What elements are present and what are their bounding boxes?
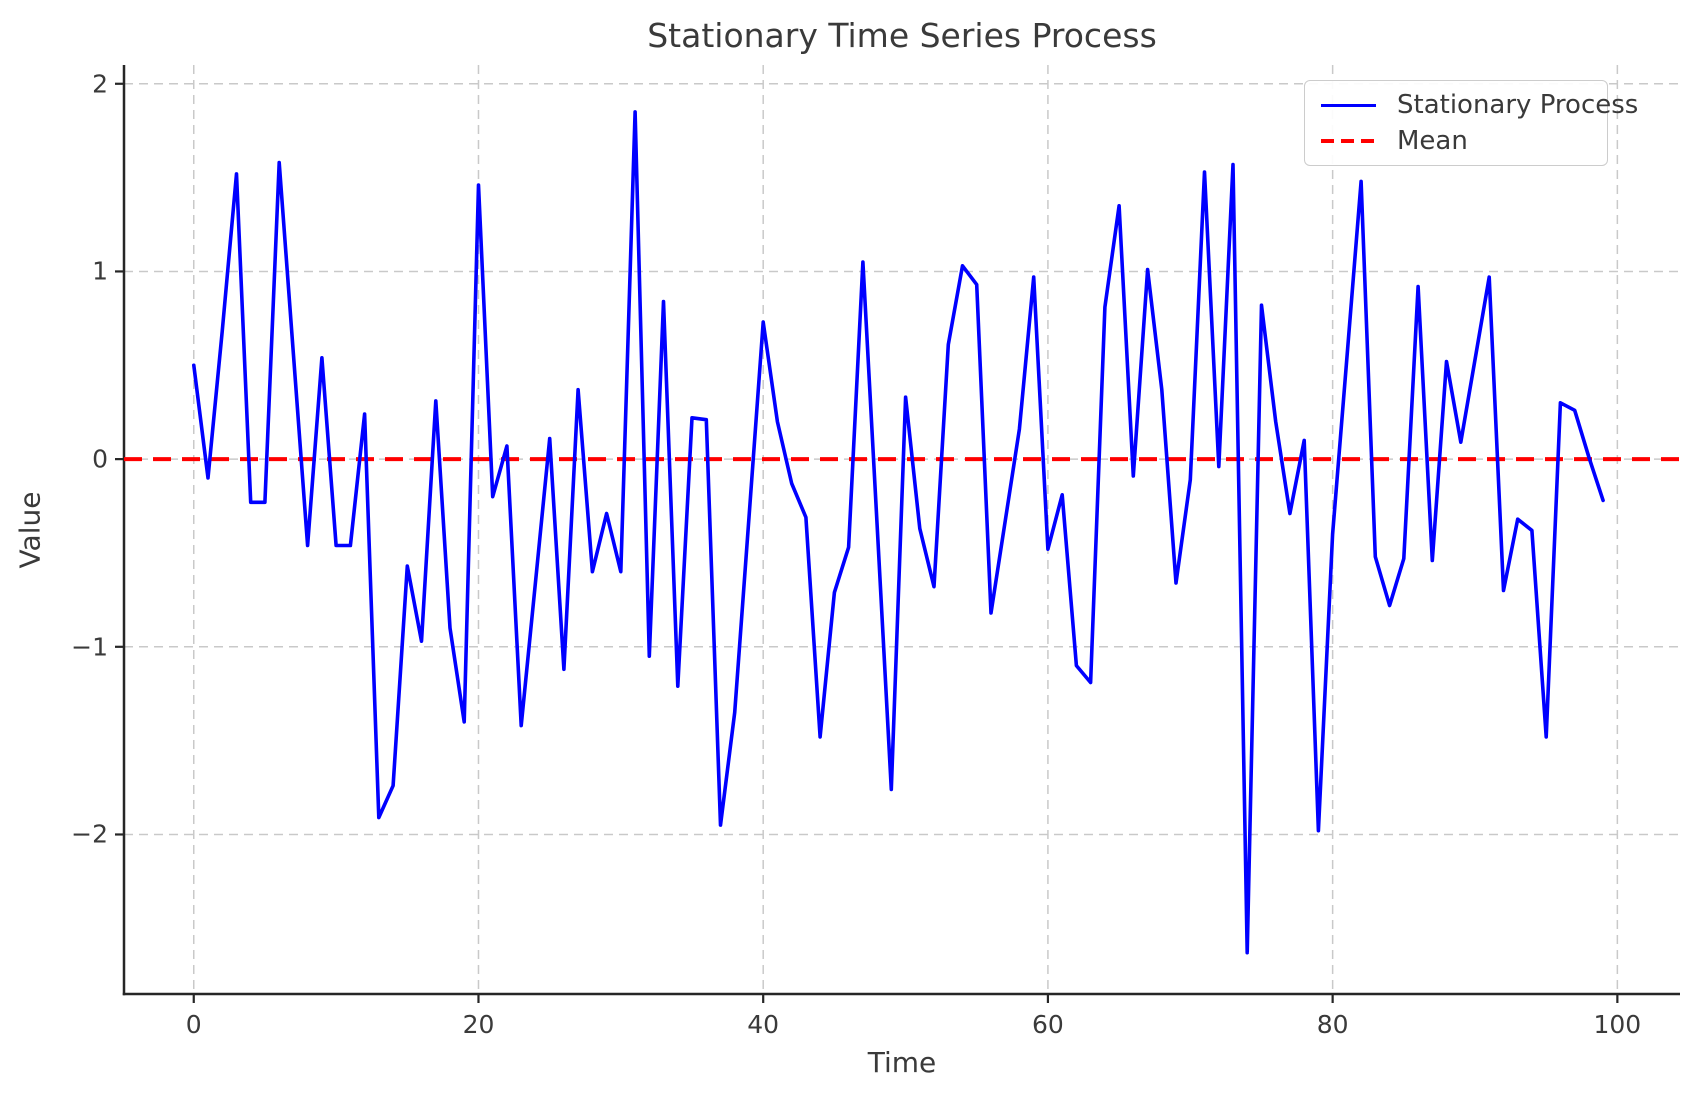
legend-mean-label: Mean <box>1397 125 1468 156</box>
x-tick-label: 80 <box>1316 1010 1349 1039</box>
x-axis-label: Time <box>867 1046 937 1079</box>
legend-series-line-icon <box>1321 103 1376 107</box>
x-tick-label: 40 <box>747 1010 780 1039</box>
series-line <box>192 110 1605 955</box>
x-tick-label: 60 <box>1032 1010 1064 1039</box>
chart-title: Stationary Time Series Process <box>647 16 1157 55</box>
legend-mean-line-icon <box>1321 138 1376 143</box>
x-tick-label: 20 <box>462 1010 495 1039</box>
legend: Stationary Process Mean <box>1304 80 1638 166</box>
y-tick-label: −2 <box>71 819 108 849</box>
y-tick-label: 0 <box>92 444 108 474</box>
x-tick-label: 100 <box>1593 1010 1642 1039</box>
legend-item-series: Stationary Process <box>1305 90 1638 120</box>
x-tick-label: 0 <box>185 1010 202 1039</box>
legend-item-mean: Mean <box>1305 126 1607 156</box>
y-tick-label: −1 <box>71 632 108 662</box>
legend-series-label: Stationary Process <box>1397 90 1639 121</box>
y-tick-label: 2 <box>92 69 108 99</box>
y-tick-label: 1 <box>92 256 108 286</box>
y-axis-label: Value <box>13 491 47 569</box>
